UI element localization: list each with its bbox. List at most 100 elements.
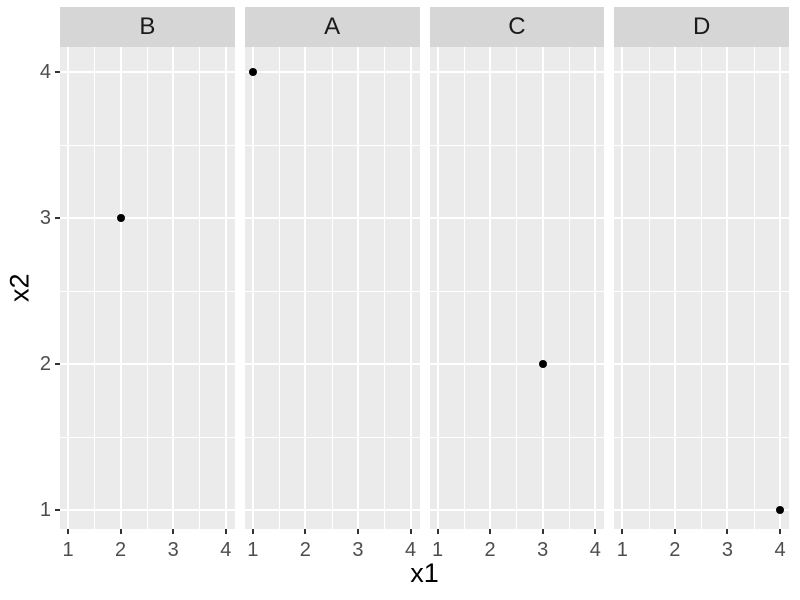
x-tick-label: 2 [115, 539, 127, 561]
x-tick-mark [621, 529, 624, 534]
major-gridline-horizontal [244, 363, 420, 365]
y-tick-label: 1 [39, 499, 51, 521]
x-tick-mark [673, 529, 676, 534]
facet-strip: C [429, 7, 605, 47]
facet-panel [614, 47, 789, 529]
minor-gridline-vertical [384, 47, 386, 529]
facet-panel [429, 47, 605, 529]
major-gridline-vertical [779, 47, 781, 529]
minor-gridline-vertical [753, 47, 755, 529]
major-gridline-horizontal [429, 71, 605, 73]
x-tick-label: 1 [247, 539, 259, 561]
major-gridline-vertical [356, 47, 359, 529]
y-tick-mark [55, 217, 60, 219]
y-tick-label: 4 [39, 61, 51, 83]
y-tick-mark [55, 71, 60, 73]
x-tick-mark [356, 529, 359, 534]
x-tick-mark [779, 529, 781, 534]
major-gridline-vertical [119, 47, 122, 529]
major-gridline-vertical [251, 47, 254, 529]
major-gridline-vertical [436, 47, 439, 529]
x-tick-mark [409, 529, 412, 534]
minor-gridline-vertical [568, 47, 570, 529]
facet-strip: D [614, 7, 789, 47]
x-tick-label: 4 [220, 539, 232, 561]
major-gridline-vertical [673, 47, 676, 529]
major-gridline-vertical [224, 47, 227, 529]
major-gridline-vertical [409, 47, 412, 529]
major-gridline-horizontal [614, 71, 789, 73]
major-gridline-vertical [172, 47, 175, 529]
major-gridline-horizontal [429, 217, 605, 219]
data-point [776, 506, 784, 514]
y-tick-label: 3 [39, 207, 51, 229]
minor-gridline-vertical [279, 47, 281, 529]
minor-gridline-vertical [516, 47, 518, 529]
major-gridline-horizontal [60, 363, 235, 365]
x-tick-label: 3 [721, 539, 733, 561]
facet-strip-label: B [139, 13, 156, 40]
major-gridline-vertical [621, 47, 624, 529]
major-gridline-horizontal [244, 509, 420, 511]
data-point [116, 214, 125, 222]
x-tick-mark [726, 529, 729, 534]
facet-strip-label: A [324, 13, 341, 40]
x-tick-label: 3 [537, 539, 549, 561]
major-gridline-vertical [594, 47, 597, 529]
major-gridline-vertical [726, 47, 729, 529]
minor-gridline-vertical [146, 47, 148, 529]
major-gridline-horizontal [60, 217, 235, 219]
minor-gridline-vertical [648, 47, 650, 529]
x-axis-title: x1 [410, 558, 439, 588]
y-tick-label: 2 [39, 353, 51, 375]
x-tick-mark [304, 529, 307, 534]
major-gridline-horizontal [60, 509, 235, 511]
facet-panel [244, 47, 420, 529]
major-gridline-vertical [541, 47, 544, 529]
x-tick-label: 2 [299, 539, 311, 561]
facet-strip: A [244, 7, 420, 47]
x-tick-label: 2 [669, 539, 681, 561]
major-gridline-horizontal [429, 363, 605, 365]
x-tick-label: 1 [616, 539, 628, 561]
minor-gridline-vertical [331, 47, 333, 529]
facet-strip: B [60, 7, 235, 47]
x-tick-mark [172, 529, 175, 534]
x-tick-mark [224, 529, 227, 534]
data-point [538, 360, 547, 368]
major-gridline-vertical [304, 47, 307, 529]
x-tick-label: 4 [589, 539, 601, 561]
major-gridline-vertical [489, 47, 492, 529]
x-tick-mark [594, 529, 597, 534]
y-axis-title: x2 [4, 273, 35, 303]
x-tick-label: 4 [774, 539, 786, 561]
major-gridline-horizontal [60, 71, 235, 73]
x-tick-mark [67, 529, 69, 534]
major-gridline-horizontal [614, 217, 789, 219]
y-tick-mark [55, 509, 60, 511]
facet-panel [60, 47, 235, 529]
major-gridline-horizontal [614, 509, 789, 511]
x-tick-mark [119, 529, 122, 534]
x-tick-mark [541, 529, 544, 534]
x-tick-mark [489, 529, 492, 534]
x-tick-label: 3 [352, 539, 364, 561]
minor-gridline-vertical [199, 47, 201, 529]
x-tick-mark [436, 529, 439, 534]
facet-strip-label: D [692, 13, 711, 40]
minor-gridline-vertical [94, 47, 96, 529]
major-gridline-vertical [67, 47, 69, 529]
major-gridline-horizontal [429, 509, 605, 511]
x-tick-label: 3 [167, 539, 179, 561]
x-tick-label: 1 [62, 539, 74, 561]
x-tick-label: 2 [484, 539, 496, 561]
minor-gridline-vertical [463, 47, 465, 529]
facet-strip-label: C [508, 13, 526, 40]
data-point [248, 68, 257, 76]
x-tick-label: 1 [431, 539, 444, 561]
x-tick-mark [251, 529, 254, 534]
major-gridline-horizontal [244, 71, 420, 73]
major-gridline-horizontal [244, 217, 420, 219]
x-tick-label: 4 [404, 539, 417, 561]
